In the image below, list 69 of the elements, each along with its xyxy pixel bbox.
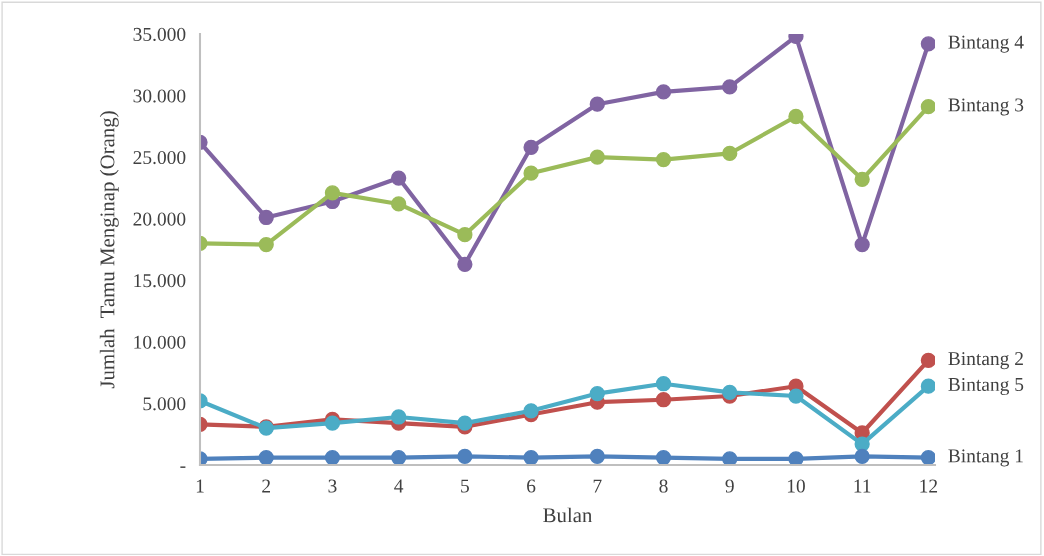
point — [589, 96, 605, 112]
y-axis-title: Jumlah Tamu Menginap (Orang) — [99, 111, 119, 389]
point — [258, 209, 274, 226]
point — [523, 403, 539, 419]
point — [457, 448, 473, 465]
series-label: Bintang 4 — [948, 35, 1024, 53]
point — [457, 227, 473, 243]
point — [854, 171, 870, 187]
point — [523, 165, 539, 181]
y-tick-label: 15.000 — [134, 274, 186, 288]
point — [722, 384, 738, 400]
point — [788, 108, 804, 125]
y-tick-label: 10.000 — [134, 335, 186, 349]
point — [920, 378, 935, 394]
x-tick-label: 9 — [725, 479, 734, 493]
y-tick-label: 30.000 — [133, 89, 186, 103]
point — [655, 84, 672, 100]
point — [457, 415, 473, 431]
point — [655, 449, 672, 465]
y-tick-label: 35.000 — [133, 27, 186, 42]
point — [391, 196, 407, 212]
y-tick-label: - — [180, 466, 186, 468]
series-label: Bintang 5 — [948, 377, 1024, 396]
point — [324, 449, 341, 465]
x-tick-label: 4 — [394, 479, 404, 493]
point — [523, 139, 539, 155]
y-tick-label: 5.000 — [143, 397, 186, 411]
x-tick-label: 2 — [262, 479, 270, 493]
x-axis-title: Bulan — [543, 507, 593, 523]
x-tick-label: 1 — [196, 479, 204, 493]
x-tick-label: 12 — [920, 479, 938, 493]
point — [589, 385, 605, 402]
point — [920, 99, 935, 115]
point — [324, 185, 341, 201]
point — [722, 79, 738, 95]
point — [589, 149, 605, 165]
point — [391, 409, 407, 425]
point — [655, 392, 672, 408]
point — [854, 236, 870, 253]
x-tick-label: 11 — [854, 479, 871, 493]
point — [920, 352, 935, 368]
x-tick-label: 10 — [787, 479, 805, 493]
series-label: Bintang 2 — [948, 352, 1023, 370]
x-tick-label: 8 — [659, 479, 668, 493]
point — [854, 448, 870, 465]
y-tick-label: 20.000 — [133, 212, 186, 226]
x-tick-label: 6 — [527, 479, 536, 493]
point — [655, 376, 672, 392]
point — [722, 145, 738, 162]
point — [788, 388, 804, 404]
point — [589, 448, 605, 465]
point — [391, 170, 407, 186]
point — [391, 449, 407, 465]
point — [523, 449, 539, 465]
point — [258, 449, 274, 465]
x-tick-label: 3 — [328, 479, 337, 493]
point — [258, 236, 274, 253]
point — [920, 36, 935, 52]
point — [920, 449, 935, 465]
x-tick-label: 7 — [593, 479, 602, 493]
point — [324, 415, 341, 431]
x-tick-label: 5 — [461, 479, 469, 493]
y-tick-label: 25.000 — [133, 150, 186, 165]
point — [655, 151, 672, 168]
series-label: Bintang 1 — [948, 449, 1023, 467]
point — [788, 451, 804, 465]
series-label: Bintang 3 — [948, 98, 1024, 116]
point — [457, 256, 473, 272]
point — [722, 451, 738, 465]
